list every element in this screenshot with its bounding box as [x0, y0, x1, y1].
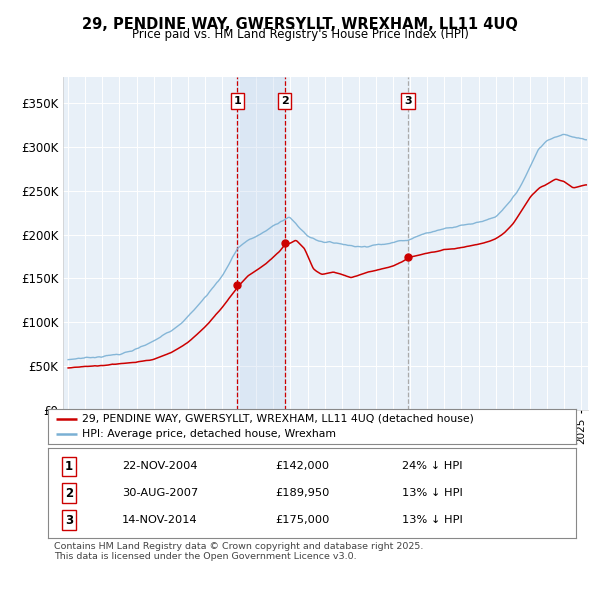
Text: 22-NOV-2004: 22-NOV-2004	[122, 461, 197, 471]
Text: 29, PENDINE WAY, GWERSYLLT, WREXHAM, LL11 4UQ (detached house): 29, PENDINE WAY, GWERSYLLT, WREXHAM, LL1…	[82, 414, 474, 424]
Text: 1: 1	[233, 96, 241, 106]
Text: 1: 1	[65, 460, 73, 473]
Text: 14-NOV-2014: 14-NOV-2014	[122, 515, 197, 525]
Text: 3: 3	[65, 514, 73, 527]
Text: 13% ↓ HPI: 13% ↓ HPI	[402, 489, 463, 498]
Text: £142,000: £142,000	[275, 461, 329, 471]
Text: 13% ↓ HPI: 13% ↓ HPI	[402, 515, 463, 525]
Text: 2: 2	[281, 96, 289, 106]
Text: Contains HM Land Registry data © Crown copyright and database right 2025.
This d: Contains HM Land Registry data © Crown c…	[54, 542, 424, 561]
Text: 30-AUG-2007: 30-AUG-2007	[122, 489, 198, 498]
Text: Price paid vs. HM Land Registry's House Price Index (HPI): Price paid vs. HM Land Registry's House …	[131, 28, 469, 41]
Text: 3: 3	[404, 96, 412, 106]
Text: 2: 2	[65, 487, 73, 500]
Text: £189,950: £189,950	[275, 489, 329, 498]
Text: £175,000: £175,000	[275, 515, 329, 525]
Text: HPI: Average price, detached house, Wrexham: HPI: Average price, detached house, Wrex…	[82, 430, 337, 440]
Text: 24% ↓ HPI: 24% ↓ HPI	[402, 461, 463, 471]
Bar	[238, 77, 284, 410]
Text: 29, PENDINE WAY, GWERSYLLT, WREXHAM, LL11 4UQ: 29, PENDINE WAY, GWERSYLLT, WREXHAM, LL1…	[82, 17, 518, 31]
